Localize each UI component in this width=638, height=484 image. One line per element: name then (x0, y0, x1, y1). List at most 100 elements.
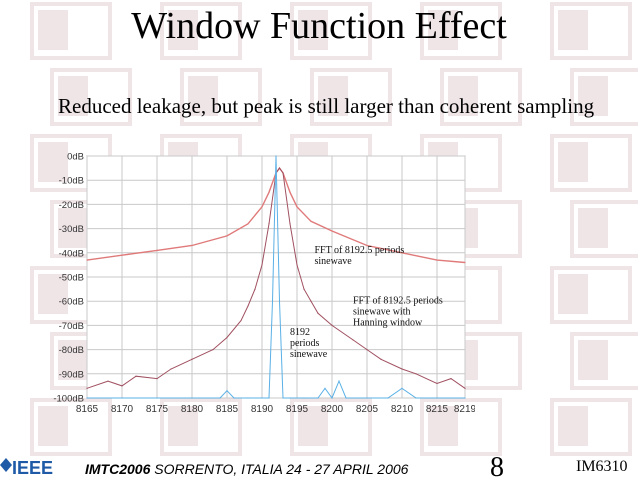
conference-location: SORRENTO, ITALIA 24 - 27 APRIL 2006 (154, 461, 409, 477)
data-point (247, 223, 249, 225)
conference-brand: IMTC2006 (85, 461, 151, 477)
annotation-label: 8192 periods sinewave (290, 327, 328, 360)
y-tick-label: -100dB (53, 394, 84, 405)
data-point (233, 397, 235, 399)
data-point (219, 397, 221, 399)
conference-info: IMTC2006 SORRENTO, ITALIA 24 - 27 APRIL … (85, 461, 408, 477)
x-tick-label: 8210 (391, 404, 414, 415)
data-point (345, 397, 347, 399)
x-tick-label: 8195 (286, 404, 309, 415)
data-point (170, 368, 172, 370)
y-tick-label: -10dB (59, 176, 84, 187)
y-tick-label: -90dB (59, 369, 84, 380)
data-point (464, 397, 466, 399)
y-tick-label: -80dB (59, 345, 84, 356)
y-tick-label: -40dB (59, 248, 84, 259)
data-point (310, 220, 312, 222)
x-tick-label: 8170 (111, 404, 134, 415)
data-point (247, 397, 249, 399)
data-point (275, 155, 277, 157)
spectrum-chart: 8165 8170 8175 8180 8185 8190 8195 8200 8205 8210… (53, 152, 475, 416)
data-point (324, 387, 326, 389)
ieee-diamond-icon (0, 458, 12, 472)
x-tick-label: 8185 (216, 404, 239, 415)
y-tick-label: 0dB (67, 152, 84, 163)
slide-id: IM6310 (576, 458, 628, 475)
slide-subtitle: Reduced leakage, but peak is still large… (58, 94, 595, 118)
slide-title: Window Function Effect (131, 5, 507, 47)
data-point (436, 259, 438, 261)
data-point (401, 368, 403, 370)
data-point (464, 261, 466, 264)
data-point (268, 223, 270, 225)
data-point (156, 249, 158, 251)
data-point (191, 358, 193, 360)
data-point (261, 397, 263, 399)
annotation-label: FFT of 8192.5 periods sinewave (315, 245, 405, 267)
data-point (387, 397, 389, 399)
data-point (278, 167, 281, 169)
data-point (380, 358, 382, 360)
x-tick-label: 8205 (356, 404, 379, 415)
data-point (310, 300, 312, 302)
data-point (86, 387, 88, 389)
data-point (261, 206, 263, 208)
data-point (331, 397, 333, 399)
data-point (278, 300, 281, 302)
ieee-logo: IEEE (12, 458, 53, 479)
data-point (331, 230, 333, 232)
data-point (289, 191, 291, 193)
x-tick-label: 8215 (426, 404, 449, 415)
data-point (226, 390, 228, 392)
data-point (282, 397, 284, 399)
data-point (282, 172, 284, 174)
data-point (289, 397, 291, 399)
data-point (464, 387, 466, 389)
data-point (366, 349, 368, 351)
data-point (156, 397, 158, 399)
data-point (121, 397, 123, 399)
data-point (352, 339, 354, 341)
y-tick-label: -50dB (59, 273, 84, 284)
y-tick-label: -70dB (59, 321, 84, 332)
x-tick-label: 8175 (146, 404, 169, 415)
ieee-logo-text: IEEE (12, 458, 54, 478)
data-point (121, 385, 123, 387)
data-point (212, 349, 214, 351)
data-point (268, 397, 270, 399)
x-tick-label: 8200 (321, 404, 344, 415)
data-point (191, 244, 193, 247)
data-point (271, 300, 274, 302)
data-point (415, 373, 417, 375)
data-point (317, 397, 319, 399)
data-point (254, 288, 256, 290)
x-tick-label: 8180 (181, 404, 204, 415)
page-number: 8 (490, 452, 504, 483)
data-point (289, 223, 291, 225)
data-point (135, 375, 137, 377)
y-tick-label: -60dB (59, 297, 84, 308)
y-tick-label: -20dB (59, 200, 84, 211)
data-point (331, 324, 333, 326)
data-point (401, 387, 403, 389)
data-point (86, 397, 88, 399)
data-point (156, 378, 158, 380)
data-point (303, 288, 305, 290)
data-point (317, 312, 319, 314)
x-tick-label: 8165 (76, 404, 99, 415)
data-point (247, 305, 249, 307)
data-point (436, 382, 438, 385)
x-tick-label: 8219 (454, 404, 475, 415)
data-point (268, 191, 270, 193)
data-point (415, 397, 417, 399)
data-point (226, 336, 228, 339)
annotation-label: FFT of 8192.5 periods sinewave with Hannin… (353, 296, 443, 329)
data-point (296, 206, 298, 208)
y-tick-label: -30dB (59, 224, 84, 235)
data-point (191, 397, 193, 399)
data-point (366, 244, 368, 247)
data-point (401, 252, 403, 254)
data-point (296, 264, 298, 266)
data-point (450, 378, 452, 380)
data-point (366, 397, 368, 399)
